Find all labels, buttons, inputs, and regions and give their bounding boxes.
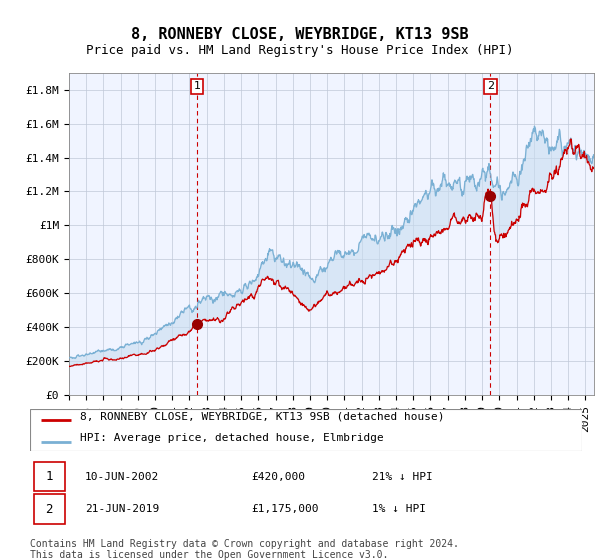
Text: 10-JUN-2002: 10-JUN-2002 xyxy=(85,472,160,482)
Text: £1,175,000: £1,175,000 xyxy=(251,504,319,514)
Text: Price paid vs. HM Land Registry's House Price Index (HPI): Price paid vs. HM Land Registry's House … xyxy=(86,44,514,57)
Text: 1: 1 xyxy=(194,81,200,91)
Text: 1% ↓ HPI: 1% ↓ HPI xyxy=(372,504,426,514)
Bar xyxy=(34,462,65,491)
Text: 8, RONNEBY CLOSE, WEYBRIDGE, KT13 9SB (detached house): 8, RONNEBY CLOSE, WEYBRIDGE, KT13 9SB (d… xyxy=(80,412,444,421)
Text: HPI: Average price, detached house, Elmbridge: HPI: Average price, detached house, Elmb… xyxy=(80,433,383,444)
Text: 21-JUN-2019: 21-JUN-2019 xyxy=(85,504,160,514)
Text: Contains HM Land Registry data © Crown copyright and database right 2024.
This d: Contains HM Land Registry data © Crown c… xyxy=(30,539,459,560)
Text: £420,000: £420,000 xyxy=(251,472,305,482)
Bar xyxy=(34,494,65,524)
Text: 8, RONNEBY CLOSE, WEYBRIDGE, KT13 9SB: 8, RONNEBY CLOSE, WEYBRIDGE, KT13 9SB xyxy=(131,27,469,42)
Text: 2: 2 xyxy=(487,81,494,91)
Text: 21% ↓ HPI: 21% ↓ HPI xyxy=(372,472,433,482)
Text: 1: 1 xyxy=(46,470,53,483)
Text: 2: 2 xyxy=(46,502,53,516)
